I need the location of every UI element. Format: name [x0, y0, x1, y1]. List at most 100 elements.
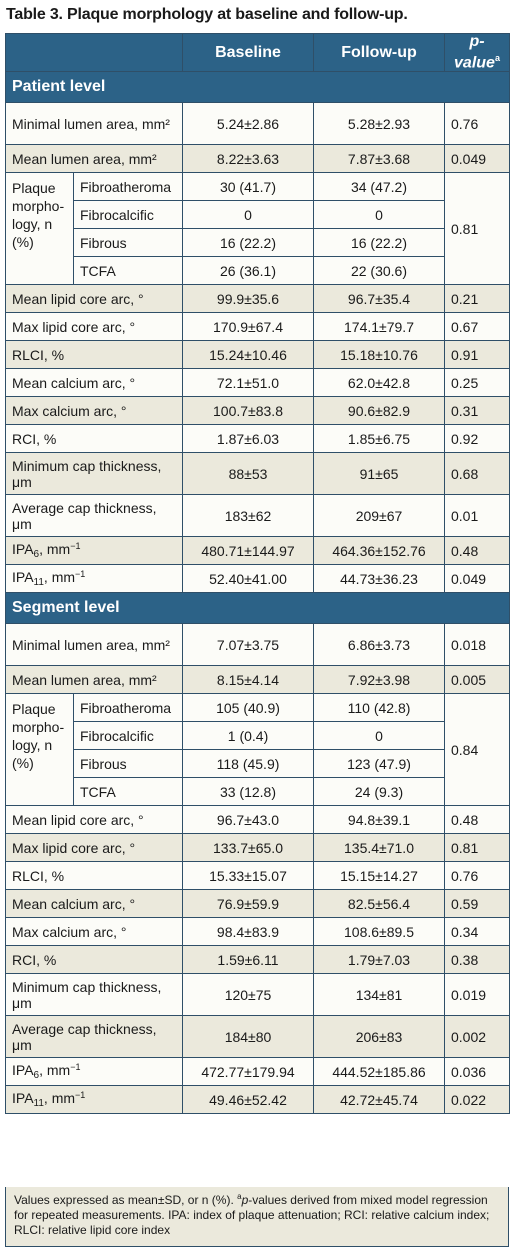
pvalue-cell: 0.036 — [444, 1057, 510, 1087]
pvalue-cell: 0.92 — [444, 424, 510, 454]
followup-cell: 123 (47.9) — [313, 749, 445, 779]
baseline-cell: 133.7±65.0 — [182, 833, 314, 863]
row-label: IPA11, mm−1 — [5, 564, 183, 594]
baseline-cell: 15.33±15.07 — [182, 861, 314, 891]
baseline-cell: 15.24±10.46 — [182, 340, 314, 370]
header-baseline: Baseline — [182, 32, 314, 73]
baseline-cell: 16 (22.2) — [182, 228, 314, 258]
baseline-cell: 30 (41.7) — [182, 172, 314, 202]
table-row: IPA6, mm−1 480.71±144.97 464.36±152.76 0… — [5, 536, 510, 566]
followup-cell: 135.4±71.0 — [313, 833, 445, 863]
table-row: Minimum cap thickness, μm 120±75 134±81 … — [5, 973, 510, 1017]
pvalue-cell: 0.76 — [444, 102, 510, 146]
row-label: Minimal lumen area, mm² — [5, 102, 183, 146]
table-row: Max calcium arc, ° 100.7±83.8 90.6±82.9 … — [5, 396, 510, 426]
row-label: Minimum cap thickness, μm — [5, 973, 183, 1017]
section-heading-patient: Patient level — [5, 71, 510, 104]
baseline-cell: 49.46±52.42 — [182, 1085, 314, 1115]
table-row: Mean calcium arc, ° 72.1±51.0 62.0±42.8 … — [5, 368, 510, 398]
subrow-label: Fibrous — [73, 749, 183, 779]
row-label: RLCI, % — [5, 340, 183, 370]
baseline-cell: 98.4±83.9 — [182, 917, 314, 947]
table-row: RCI, % 1.59±6.11 1.79±7.03 0.38 — [5, 945, 510, 975]
row-label: Max calcium arc, ° — [5, 917, 183, 947]
table-row: IPA11, mm−1 52.40±41.00 44.73±36.23 0.04… — [5, 564, 510, 594]
table-row: Minimal lumen area, mm² 5.24±2.86 5.28±2… — [5, 102, 510, 146]
table-row: Mean lumen area, mm² 8.22±3.63 7.87±3.68… — [5, 144, 510, 174]
pvalue-cell: 0.005 — [444, 665, 510, 695]
subrow-label: Fibrous — [73, 228, 183, 258]
baseline-cell: 184±80 — [182, 1015, 314, 1059]
followup-cell: 62.0±42.8 — [313, 368, 445, 398]
baseline-cell: 100.7±83.8 — [182, 396, 314, 426]
table-footnote: Values expressed as mean±SD, or n (%). a… — [5, 1187, 509, 1247]
row-label: Max lipid core arc, ° — [5, 833, 183, 863]
table-row: RCI, % 1.87±6.03 1.85±6.75 0.92 — [5, 424, 510, 454]
pvalue-cell: 0.67 — [444, 312, 510, 342]
table-row: RLCI, % 15.24±10.46 15.18±10.76 0.91 — [5, 340, 510, 370]
row-label: Mean calcium arc, ° — [5, 368, 183, 398]
followup-cell: 94.8±39.1 — [313, 805, 445, 835]
table-row: RLCI, % 15.33±15.07 15.15±14.27 0.76 — [5, 861, 510, 891]
followup-cell: 91±65 — [313, 452, 445, 496]
table-row: Minimum cap thickness, μm 88±53 91±65 0.… — [5, 452, 510, 496]
section-row: Segment level — [5, 592, 510, 625]
section-row: Patient level — [5, 71, 510, 104]
baseline-cell: 1.59±6.11 — [182, 945, 314, 975]
baseline-cell: 72.1±51.0 — [182, 368, 314, 398]
baseline-cell: 480.71±144.97 — [182, 536, 314, 566]
pvalue-cell: 0.002 — [444, 1015, 510, 1059]
pvalue-cell: 0.76 — [444, 861, 510, 891]
subrow-label: Fibroatheroma — [73, 693, 183, 723]
table-row: Mean calcium arc, ° 76.9±59.9 82.5±56.4 … — [5, 889, 510, 919]
row-label: Mean calcium arc, ° — [5, 889, 183, 919]
followup-cell: 15.18±10.76 — [313, 340, 445, 370]
followup-cell: 96.7±35.4 — [313, 284, 445, 314]
subrow-label: Fibroatheroma — [73, 172, 183, 202]
row-label: Minimal lumen area, mm² — [5, 623, 183, 667]
table-row: IPA11, mm−1 49.46±52.42 42.72±45.74 0.02… — [5, 1085, 510, 1115]
subrow-label: Fibrocalcific — [73, 721, 183, 751]
table-row: Plaque morpho-logy, n (%) Fibroatheroma … — [5, 172, 510, 286]
table-row: Average cap thickness, μm 184±80 206±83 … — [5, 1015, 510, 1059]
followup-cell: 22 (30.6) — [313, 256, 445, 286]
baseline-cell: 99.9±35.6 — [182, 284, 314, 314]
pvalue-cell: 0.59 — [444, 889, 510, 919]
pvalue-cell: 0.21 — [444, 284, 510, 314]
table-row: IPA6, mm−1 472.77±179.94 444.52±185.86 0… — [5, 1057, 510, 1087]
followup-cell: 6.86±3.73 — [313, 623, 445, 667]
baseline-cell: 183±62 — [182, 494, 314, 538]
table-row: Max lipid core arc, ° 133.7±65.0 135.4±7… — [5, 833, 510, 863]
baseline-cell: 8.15±4.14 — [182, 665, 314, 695]
pvalue-cell: 0.38 — [444, 945, 510, 975]
baseline-cell: 76.9±59.9 — [182, 889, 314, 919]
row-label: Plaque morpho-logy, n (%) — [5, 172, 74, 286]
baseline-cell: 120±75 — [182, 973, 314, 1017]
followup-cell: 82.5±56.4 — [313, 889, 445, 919]
baseline-cell: 88±53 — [182, 452, 314, 496]
pvalue-cell: 0.31 — [444, 396, 510, 426]
pvalue-cell: 0.01 — [444, 494, 510, 538]
row-label: Max calcium arc, ° — [5, 396, 183, 426]
pvalue-cell: 0.81 — [444, 833, 510, 863]
table-row: Average cap thickness, μm 183±62 209±67 … — [5, 494, 510, 538]
row-label: Average cap thickness, μm — [5, 1015, 183, 1059]
table-row: Max calcium arc, ° 98.4±83.9 108.6±89.5 … — [5, 917, 510, 947]
table-row: Mean lumen area, mm² 8.15±4.14 7.92±3.98… — [5, 665, 510, 695]
followup-cell: 134±81 — [313, 973, 445, 1017]
table-row: Fibrous 16 (22.2) 16 (22.2) — [6, 228, 510, 258]
pvalue-cell: 0.68 — [444, 452, 510, 496]
table-row: Fibrous 118 (45.9) 123 (47.9) — [6, 749, 510, 779]
baseline-cell: 5.24±2.86 — [182, 102, 314, 146]
subrow-label: Fibrocalcific — [73, 200, 183, 230]
followup-cell: 15.15±14.27 — [313, 861, 445, 891]
row-label: Mean lumen area, mm² — [5, 144, 183, 174]
followup-cell: 44.73±36.23 — [313, 564, 445, 594]
row-label: IPA6, mm−1 — [5, 1057, 183, 1087]
followup-cell: 1.85±6.75 — [313, 424, 445, 454]
pvalue-cell: 0.91 — [444, 340, 510, 370]
subrow-label: TCFA — [73, 777, 183, 807]
followup-cell: 90.6±82.9 — [313, 396, 445, 426]
table-row: Fibrocalcific 1 (0.4) 0 — [6, 721, 510, 751]
pvalue-cell: 0.022 — [444, 1085, 510, 1115]
